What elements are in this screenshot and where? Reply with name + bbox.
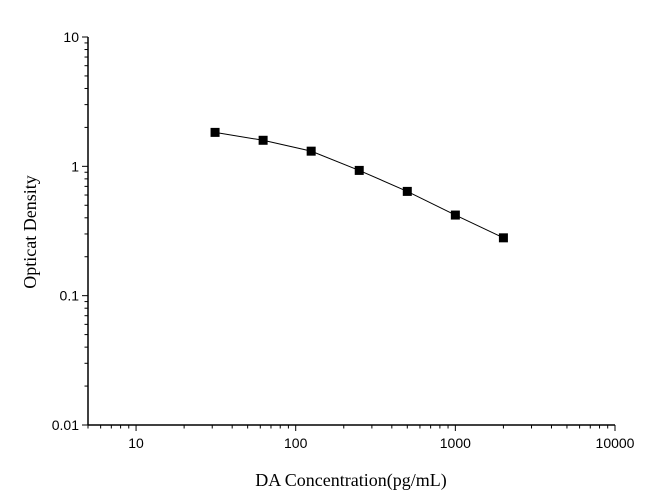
data-point: [210, 127, 220, 137]
y-tick-label: 1: [71, 158, 79, 174]
data-point: [498, 233, 508, 243]
series-line: [214, 131, 504, 239]
x-axis-title: DA Concentration(pg/mL): [255, 470, 446, 491]
x-tick-label: 10: [128, 435, 144, 451]
plot-area: [210, 127, 508, 243]
y-tick-label: 10: [63, 29, 79, 45]
x-tick-label: 1000: [440, 435, 471, 451]
data-point: [402, 186, 412, 196]
y-tick-label: 0.1: [60, 288, 80, 304]
data-point: [450, 210, 460, 220]
y-axis-title: Opticat Density: [20, 175, 40, 288]
x-tick-label: 100: [284, 435, 308, 451]
data-point: [354, 165, 364, 175]
data-point: [306, 146, 316, 156]
y-tick-label: 0.01: [52, 417, 79, 433]
data-point: [258, 135, 268, 145]
x-tick-label: 10000: [596, 435, 635, 451]
axes: 10 100 1000 10000 0.01 0.1 1 10: [52, 29, 635, 451]
